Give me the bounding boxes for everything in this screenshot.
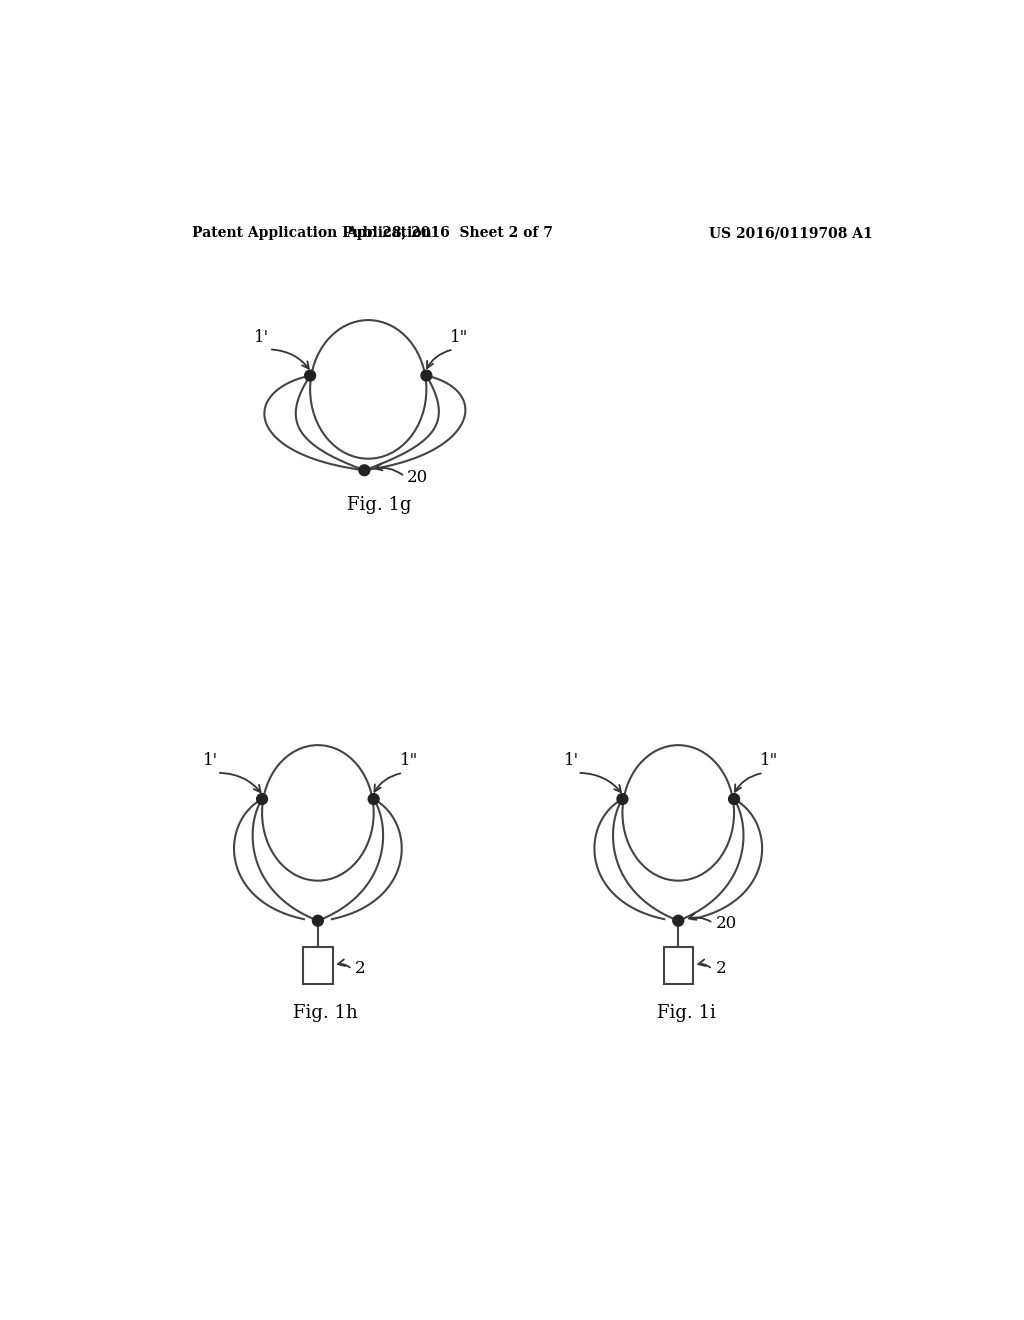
Text: 1': 1'	[563, 752, 579, 770]
Circle shape	[421, 370, 432, 381]
Bar	[303, 946, 333, 983]
Circle shape	[257, 793, 267, 804]
Circle shape	[312, 915, 324, 927]
Text: 1': 1'	[203, 752, 218, 770]
Text: 1': 1'	[254, 329, 268, 346]
Circle shape	[305, 370, 315, 381]
Text: 1": 1"	[400, 752, 418, 770]
Text: US 2016/0119708 A1: US 2016/0119708 A1	[710, 226, 873, 240]
Text: Fig. 1g: Fig. 1g	[346, 496, 411, 515]
Circle shape	[617, 793, 628, 804]
Text: 20: 20	[716, 915, 736, 932]
Text: 2: 2	[716, 960, 726, 977]
Bar	[664, 946, 693, 983]
Circle shape	[359, 465, 370, 475]
Text: 1": 1"	[761, 752, 778, 770]
Text: Patent Application Publication: Patent Application Publication	[191, 226, 431, 240]
Text: 1": 1"	[451, 329, 469, 346]
Text: 2: 2	[355, 960, 366, 977]
Circle shape	[729, 793, 739, 804]
Circle shape	[369, 793, 379, 804]
Text: Fig. 1h: Fig. 1h	[293, 1003, 357, 1022]
Text: Fig. 1i: Fig. 1i	[656, 1003, 716, 1022]
Circle shape	[673, 915, 684, 927]
Text: Apr. 28, 2016  Sheet 2 of 7: Apr. 28, 2016 Sheet 2 of 7	[346, 226, 553, 240]
Text: 20: 20	[407, 469, 428, 486]
